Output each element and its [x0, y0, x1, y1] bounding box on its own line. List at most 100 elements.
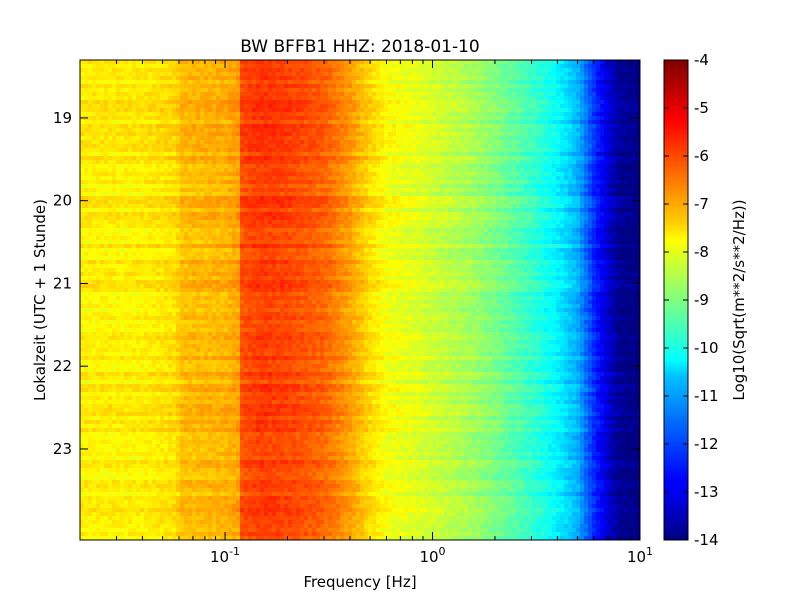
heatmap-cell [348, 188, 353, 193]
heatmap-cell [384, 120, 389, 125]
heatmap-cell [104, 132, 109, 137]
heatmap-cell [444, 184, 449, 189]
heatmap-cell [384, 80, 389, 85]
heatmap-cell [536, 164, 541, 169]
heatmap-cell [212, 88, 217, 93]
heatmap-cell [612, 160, 617, 165]
heatmap-cell [544, 112, 549, 117]
heatmap-cell [108, 156, 113, 161]
heatmap-cell [444, 156, 449, 161]
heatmap-cell [580, 176, 585, 181]
heatmap-cell [196, 128, 201, 133]
heatmap-cell [320, 80, 325, 85]
heatmap-cell [140, 136, 145, 141]
heatmap-cell [92, 68, 97, 73]
heatmap-cell [328, 200, 333, 205]
heatmap-cell [424, 156, 429, 161]
heatmap-cell [628, 108, 633, 113]
heatmap-cell [336, 72, 341, 77]
heatmap-cell [328, 140, 333, 145]
heatmap-cell [380, 180, 385, 185]
heatmap-cell [408, 200, 413, 205]
heatmap-cell [424, 160, 429, 165]
heatmap-cell [264, 140, 269, 145]
heatmap-cell [536, 180, 541, 185]
heatmap-cell [216, 96, 221, 101]
heatmap-cell [120, 140, 125, 145]
heatmap-cell [352, 132, 357, 137]
heatmap-cell [244, 172, 249, 177]
heatmap-cell [452, 136, 457, 141]
heatmap-cell [476, 120, 481, 125]
heatmap-cell [264, 196, 269, 201]
heatmap-cell [436, 116, 441, 121]
heatmap-cell [140, 188, 145, 193]
heatmap-cell [408, 132, 413, 137]
heatmap-cell [192, 192, 197, 197]
heatmap-cell [424, 116, 429, 121]
heatmap-cell [440, 68, 445, 73]
heatmap-cell [420, 92, 425, 97]
heatmap-cell [464, 68, 469, 73]
heatmap-cell [444, 64, 449, 69]
heatmap-cell [168, 116, 173, 121]
heatmap-cell [124, 176, 129, 181]
heatmap-cell [572, 140, 577, 145]
heatmap-cell [204, 64, 209, 69]
heatmap-cell [360, 152, 365, 157]
heatmap-cell [216, 180, 221, 185]
heatmap-cell [204, 84, 209, 89]
heatmap-cell [616, 124, 621, 129]
heatmap-cell [572, 132, 577, 137]
heatmap-cell [180, 180, 185, 185]
heatmap-cell [368, 152, 373, 157]
heatmap-cell [112, 188, 117, 193]
heatmap-cell [328, 148, 333, 153]
heatmap-cell [372, 68, 377, 73]
heatmap-cell [284, 132, 289, 137]
heatmap-cell [112, 180, 117, 185]
heatmap-cell [456, 144, 461, 149]
heatmap-cell [192, 72, 197, 77]
heatmap-cell [336, 92, 341, 97]
heatmap-cell [292, 200, 297, 205]
heatmap-cell [372, 128, 377, 133]
heatmap-cell [376, 184, 381, 189]
heatmap-cell [300, 132, 305, 137]
heatmap-cell [136, 192, 141, 197]
heatmap-cell [204, 92, 209, 97]
heatmap-cell [628, 76, 633, 81]
heatmap-cell [320, 100, 325, 105]
heatmap-cell [272, 128, 277, 133]
heatmap-cell [572, 184, 577, 189]
heatmap-cell [120, 164, 125, 169]
heatmap-cell [568, 124, 573, 129]
heatmap-cell [624, 92, 629, 97]
heatmap-cell [192, 196, 197, 201]
heatmap-cell [124, 188, 129, 193]
heatmap-cell [448, 88, 453, 93]
heatmap-cell [368, 128, 373, 133]
heatmap-cell [152, 172, 157, 177]
heatmap-cell [212, 144, 217, 149]
heatmap-cell [296, 188, 301, 193]
heatmap-cell [480, 124, 485, 129]
heatmap-cell [488, 196, 493, 201]
heatmap-cell [324, 156, 329, 161]
heatmap-cell [308, 132, 313, 137]
heatmap-cell [508, 180, 513, 185]
heatmap-cell [460, 184, 465, 189]
heatmap-cell [600, 112, 605, 117]
heatmap-cell [508, 188, 513, 193]
heatmap-cell [432, 100, 437, 105]
heatmap-cell [560, 92, 565, 97]
heatmap-cell [156, 72, 161, 77]
heatmap-cell [256, 192, 261, 197]
heatmap-cell [512, 140, 517, 145]
heatmap-cell [268, 160, 273, 165]
heatmap-cell [152, 132, 157, 137]
heatmap-cell [580, 132, 585, 137]
heatmap-cell [588, 156, 593, 161]
heatmap-cell [616, 152, 621, 157]
heatmap-cell [352, 108, 357, 113]
